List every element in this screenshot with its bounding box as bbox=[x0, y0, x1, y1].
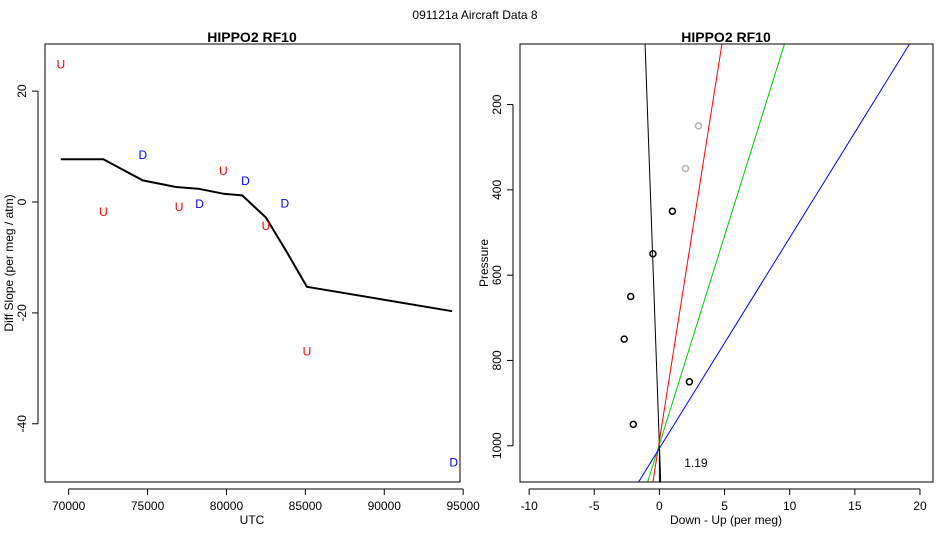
right-plot-frame bbox=[519, 43, 934, 483]
x-tick-label: 75000 bbox=[131, 499, 165, 513]
down-marker-1: D bbox=[195, 197, 204, 211]
x-tick-label: 80000 bbox=[210, 499, 244, 513]
down-marker-3: D bbox=[280, 197, 289, 211]
left-x-axis: 70000 75000 80000 85000 90000 95000 bbox=[52, 488, 480, 513]
x-tick-label: 15 bbox=[848, 499, 862, 513]
x-tick-label: 5 bbox=[721, 499, 728, 513]
left-plot-frame bbox=[44, 43, 461, 483]
y-tick-label: 400 bbox=[490, 180, 504, 200]
slope-annotation: 1.19 bbox=[684, 456, 708, 470]
y-tick-label: 1000 bbox=[490, 432, 504, 459]
profile-point-2 bbox=[668, 207, 677, 215]
down-marker-0: D bbox=[138, 148, 147, 162]
profile-point-4 bbox=[626, 292, 635, 301]
down-marker-2: D bbox=[241, 174, 250, 188]
fit-line-1 bbox=[652, 44, 723, 482]
left-y-axis-title: Diff Slope (per meg / atm) bbox=[2, 194, 16, 331]
x-tick-label: -10 bbox=[520, 499, 538, 513]
up-marker-5: U bbox=[303, 345, 312, 359]
figure-title: 091121a Aircraft Data 8 bbox=[412, 8, 538, 22]
up-marker-2: U bbox=[175, 200, 184, 214]
up-marker-4: U bbox=[262, 219, 271, 233]
fit-line-3 bbox=[638, 44, 910, 482]
profile-point-1 bbox=[681, 164, 690, 173]
diff-slope-line bbox=[60, 158, 453, 313]
x-tick-label: -5 bbox=[589, 499, 600, 513]
y-tick-label: 20 bbox=[15, 84, 29, 98]
y-tick-label: 200 bbox=[490, 94, 504, 114]
fit-line-0 bbox=[644, 44, 662, 482]
y-tick-label: -20 bbox=[15, 304, 29, 322]
right-y-axis: 200 400 600 800 1000 bbox=[490, 94, 514, 459]
x-tick-label: 10 bbox=[783, 499, 797, 513]
x-tick-label: 90000 bbox=[368, 499, 402, 513]
up-marker-1: U bbox=[99, 205, 108, 219]
right-panel-pressure-profile: HIPPO2 RF10 1.19 -10 -5 0 5 10 15 20 200 400 600… bbox=[477, 29, 934, 527]
right-y-axis-title: Pressure bbox=[477, 239, 491, 287]
fit-line-2 bbox=[647, 44, 785, 482]
up-marker-0: U bbox=[56, 58, 65, 72]
right-x-axis: -10 -5 0 5 10 15 20 bbox=[520, 488, 927, 513]
y-tick-label: 0 bbox=[15, 198, 29, 205]
profile-point-3 bbox=[649, 250, 657, 258]
up-marker-3: U bbox=[219, 164, 228, 178]
left-x-axis-title: UTC bbox=[240, 513, 265, 527]
left-y-axis: 20 0 -20 -40 bbox=[15, 84, 39, 433]
right-plot-area bbox=[620, 44, 910, 482]
x-tick-label: 95000 bbox=[446, 499, 480, 513]
profile-point-6 bbox=[685, 378, 694, 386]
x-tick-label: 70000 bbox=[52, 499, 86, 513]
right-panel-title: HIPPO2 RF10 bbox=[681, 29, 771, 45]
right-plot-marks: 1.19 bbox=[620, 44, 910, 482]
y-tick-label: -40 bbox=[15, 415, 29, 433]
left-panel-title: HIPPO2 RF10 bbox=[207, 29, 297, 45]
y-tick-label: 600 bbox=[490, 265, 504, 285]
profile-point-7 bbox=[629, 420, 638, 429]
x-tick-label: 85000 bbox=[289, 499, 323, 513]
profile-point-0 bbox=[694, 122, 703, 130]
profile-point-5 bbox=[620, 335, 628, 343]
x-tick-label: 0 bbox=[656, 499, 663, 513]
y-tick-label: 800 bbox=[490, 350, 504, 370]
right-x-axis-title: Down - Up (per meg) bbox=[670, 513, 782, 527]
x-tick-label: 20 bbox=[913, 499, 927, 513]
down-marker-4: D bbox=[449, 456, 458, 470]
